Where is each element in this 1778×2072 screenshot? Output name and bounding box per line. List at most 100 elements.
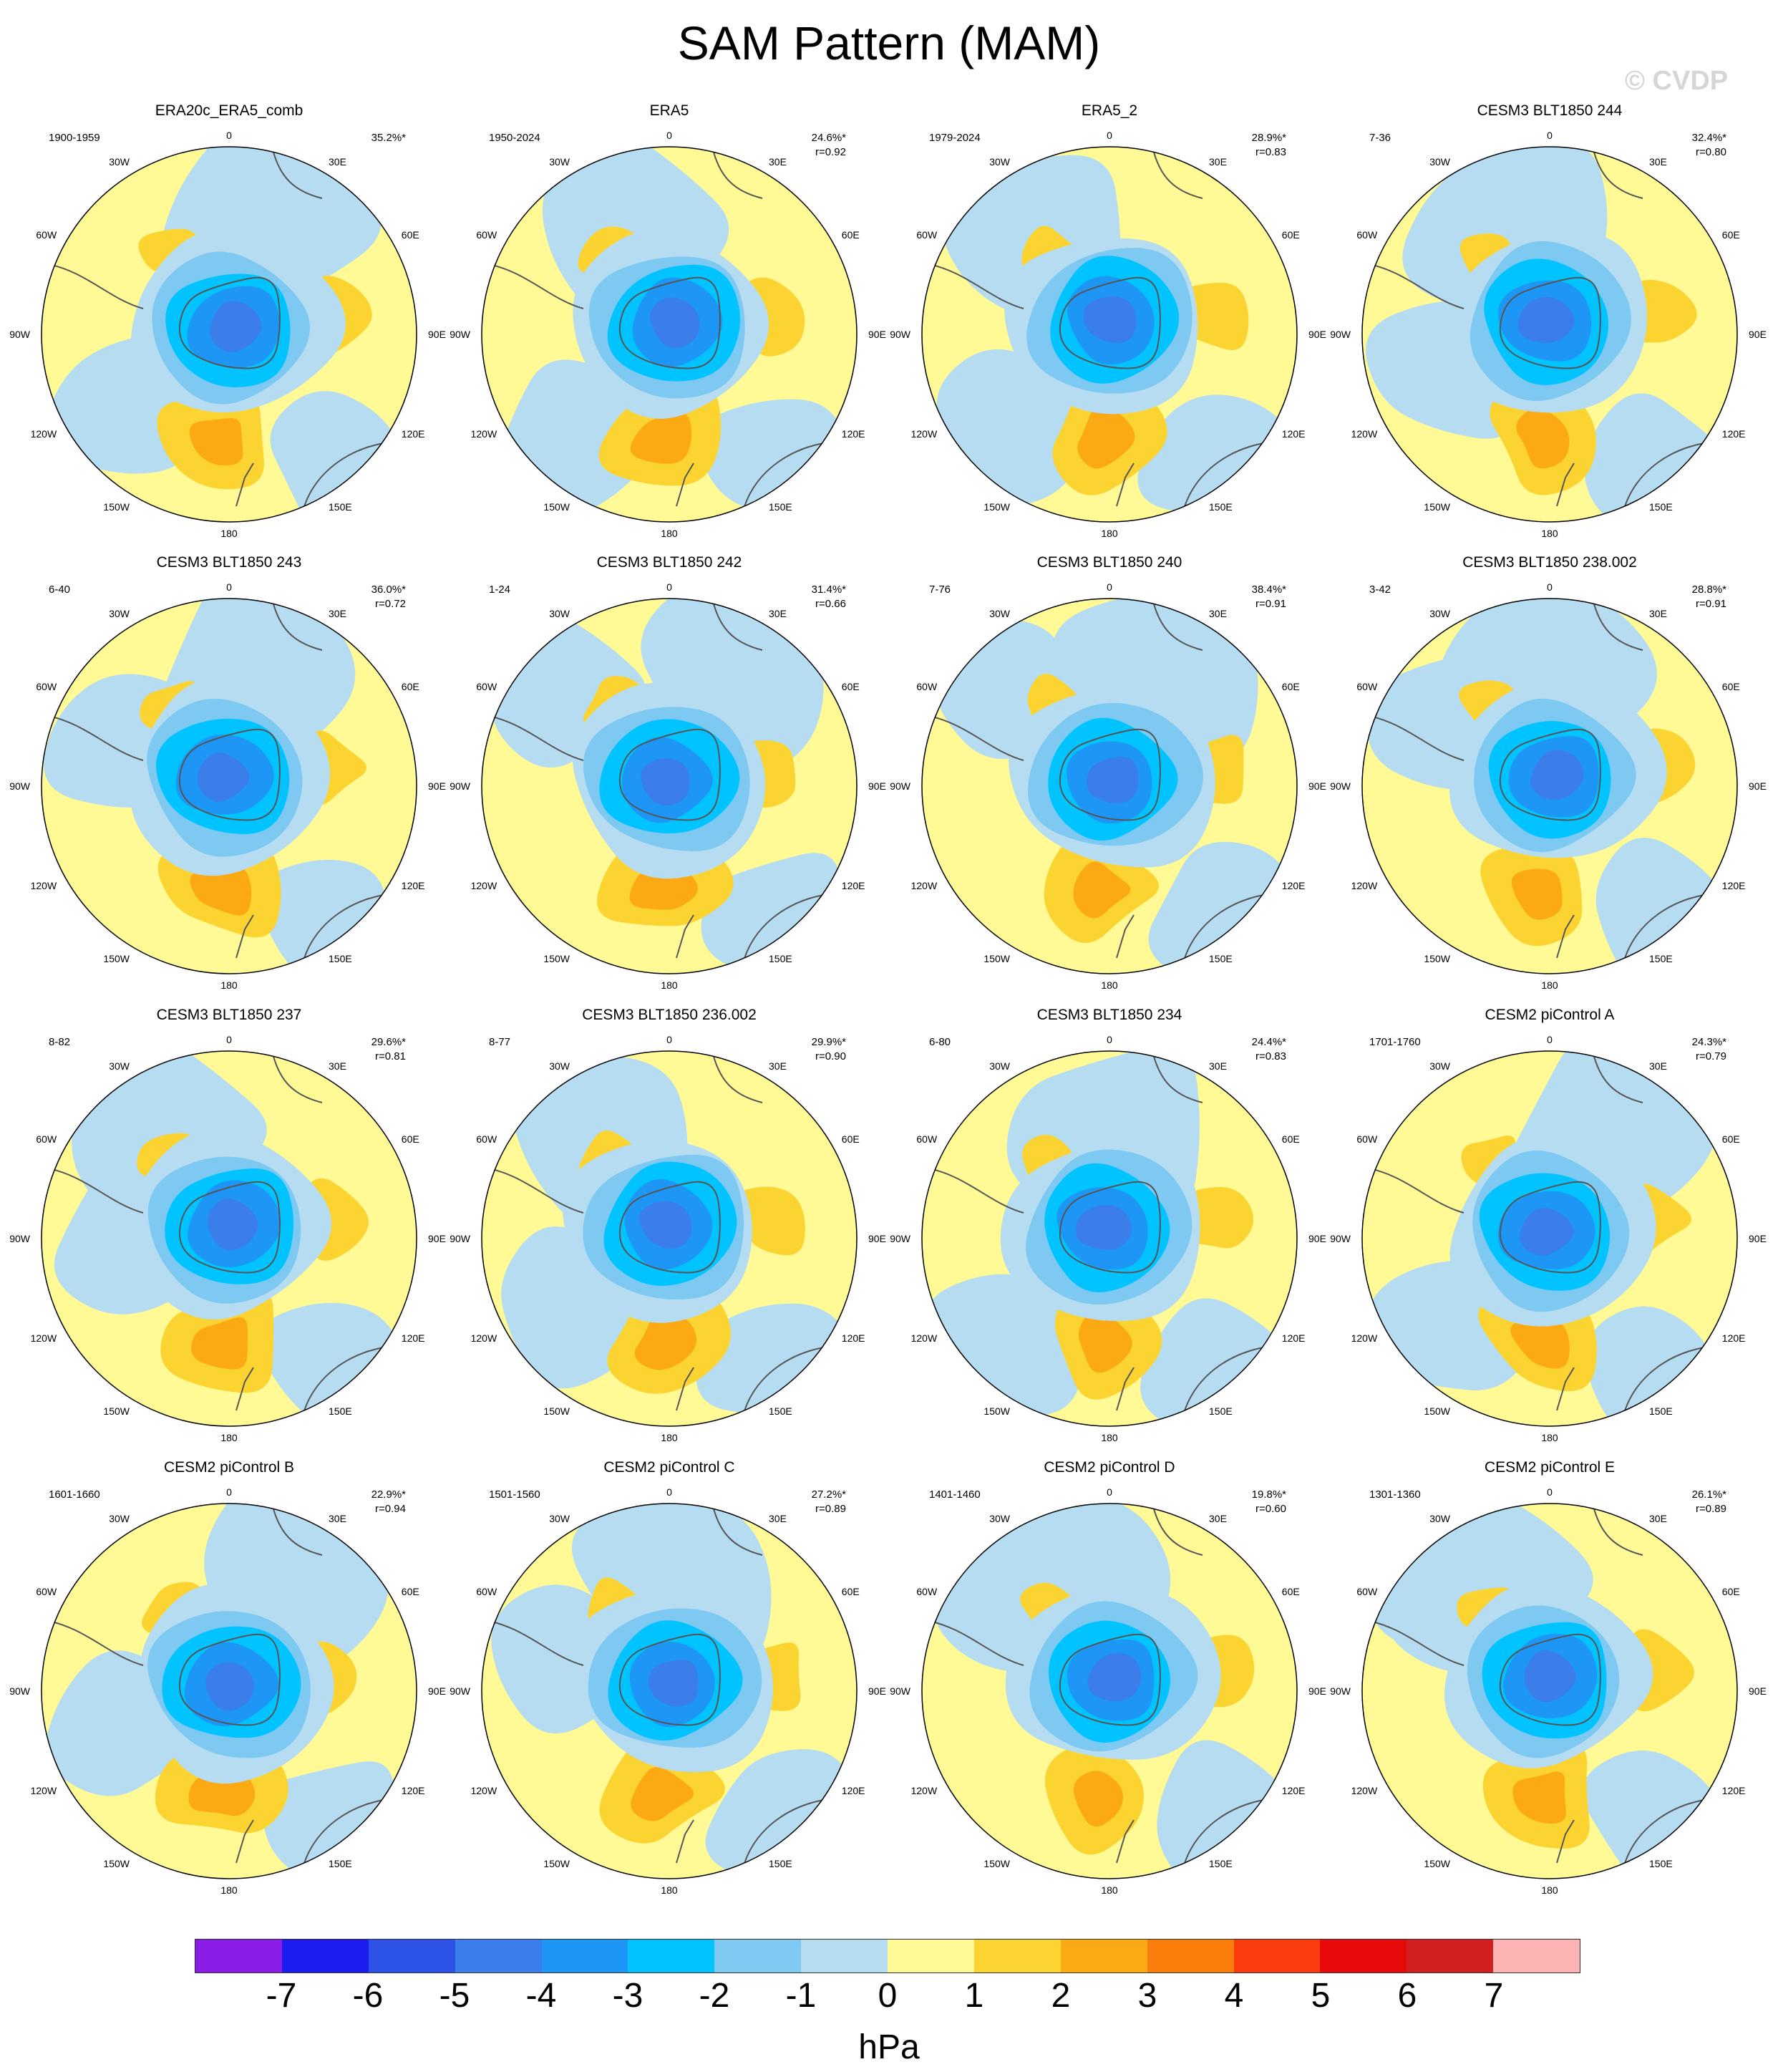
longitude-label: 60E: [842, 1586, 860, 1597]
longitude-label: 120E: [1722, 428, 1746, 440]
longitude-label: 90E: [428, 780, 446, 792]
panel-variance-explained: 32.4%*: [1692, 132, 1727, 144]
longitude-label: 180: [661, 1432, 678, 1443]
longitude-label: 30W: [1429, 156, 1451, 168]
longitude-label: 30W: [549, 156, 570, 168]
longitude-label: 30W: [1429, 608, 1451, 619]
panel-variance-explained: 28.9%*: [1252, 132, 1287, 144]
positive-anomaly-region: [1073, 1771, 1124, 1827]
longitude-label: 0: [1107, 1486, 1112, 1498]
central-negative-anomaly: [648, 1660, 699, 1707]
map-border: [921, 598, 1298, 974]
longitude-label: 30W: [109, 1513, 130, 1524]
longitude-label: 90E: [1749, 329, 1767, 340]
longitude-label: 90W: [450, 780, 471, 792]
longitude-label: 30E: [329, 1513, 346, 1524]
longitude-label: 30E: [1209, 608, 1227, 619]
map-panel: 0 30E 60E 90E 120E 150E 180 150W 120W 90W 60W 30W CE…: [9, 1459, 446, 1896]
positive-anomaly-region: [190, 864, 252, 916]
positive-anomaly-region: [1079, 1310, 1132, 1373]
longitude-label: 150W: [103, 501, 130, 513]
longitude-label: 90W: [9, 1685, 31, 1697]
longitude-label: 60W: [916, 1586, 938, 1597]
longitude-label: 120E: [842, 428, 865, 440]
longitude-label: 90W: [450, 1685, 471, 1697]
panel-years: 1701-1760: [1369, 1036, 1421, 1048]
panel-pattern-correlation: r=0.72: [375, 598, 406, 610]
longitude-label: 30E: [1649, 608, 1667, 619]
panel-title: ERA20c_ERA5_comb: [155, 102, 303, 119]
map-panel: 0 30E 60E 90E 120E 150E 180 150W 120W 90W 60W 30W CE…: [1330, 1459, 1767, 1896]
central-negative-anomaly: [1524, 1650, 1576, 1702]
longitude-label: 150W: [1424, 1405, 1450, 1417]
new-zealand-coastline: [1556, 463, 1575, 507]
longitude-label: 60W: [916, 681, 938, 692]
colorbar-tick-label: 0: [878, 1977, 898, 2015]
colorbar-cell: [281, 1940, 369, 1972]
longitude-label: 150E: [1209, 1858, 1233, 1869]
longitude-label: 120W: [31, 880, 57, 891]
positive-anomaly-region: [1073, 861, 1131, 919]
central-negative-anomaly: [1520, 1207, 1574, 1256]
longitude-label: 120W: [911, 880, 938, 891]
south-america-coastline: [42, 1166, 144, 1214]
longitude-label: 30W: [1429, 1060, 1451, 1072]
map-border: [41, 1050, 417, 1427]
africa-coastline: [271, 599, 323, 651]
longitude-label: 150E: [769, 1858, 792, 1869]
longitude-label: 90E: [428, 329, 446, 340]
positive-anomaly-region: [631, 1766, 694, 1821]
longitude-label: 180: [661, 528, 678, 539]
africa-coastline: [1152, 1504, 1203, 1556]
new-zealand-coastline: [235, 463, 254, 507]
longitude-label: 150W: [103, 953, 130, 964]
map-panel: 0 30E 60E 90E 120E 150E 180 150W 120W 90W 60W 30W CE…: [890, 1459, 1326, 1896]
panel-variance-explained: 31.4%*: [812, 584, 847, 596]
new-zealand-coastline: [1116, 1367, 1135, 1411]
map-border: [1361, 1050, 1738, 1427]
longitude-label: 150E: [1649, 501, 1673, 513]
longitude-label: 120W: [1351, 428, 1378, 440]
panel-variance-explained: 36.0%*: [371, 584, 407, 596]
panel-pattern-correlation: r=0.66: [815, 598, 846, 610]
longitude-label: 150E: [1649, 953, 1673, 964]
longitude-label: 90E: [1749, 1233, 1767, 1244]
longitude-label: 0: [1107, 1034, 1112, 1045]
longitude-label: 120E: [402, 1785, 425, 1796]
new-zealand-coastline: [235, 1819, 254, 1864]
map-border: [481, 1503, 858, 1879]
panel-pattern-correlation: r=0.80: [1696, 146, 1726, 158]
central-negative-anomaly: [210, 301, 262, 352]
longitude-label: 120W: [471, 880, 497, 891]
panel-years: 1401-1460: [929, 1488, 981, 1501]
longitude-label: 180: [220, 528, 238, 539]
antarctica-coastline: [178, 276, 281, 369]
longitude-label: 90E: [1749, 1685, 1767, 1697]
panel-pattern-correlation: r=0.83: [1255, 1050, 1286, 1062]
longitude-label: 120W: [31, 428, 57, 440]
longitude-label: 0: [666, 1486, 672, 1498]
colorbar-tick-label: 5: [1311, 1977, 1331, 2015]
longitude-label: 150E: [769, 1405, 792, 1417]
africa-coastline: [711, 599, 763, 651]
map-border: [921, 146, 1298, 523]
longitude-label: 90E: [1308, 329, 1326, 340]
colorbar-tick-label: -7: [266, 1977, 297, 2015]
watermark: © CVDP: [1625, 66, 1729, 96]
longitude-label: 30W: [549, 1060, 570, 1072]
longitude-label: 60E: [402, 229, 419, 241]
south-america-coastline: [482, 262, 584, 309]
africa-coastline: [271, 1504, 323, 1556]
longitude-label: 120E: [402, 1332, 425, 1344]
central-negative-anomaly: [208, 1198, 258, 1251]
map-panel: 0 30E 60E 90E 120E 150E 180 150W 120W 90W 60W 30W CE…: [450, 1007, 886, 1443]
longitude-label: 120W: [1351, 880, 1378, 891]
longitude-label: 60W: [1356, 1586, 1378, 1597]
longitude-label: 90W: [890, 780, 911, 792]
longitude-label: 30E: [1209, 1513, 1227, 1524]
map-panel: 0 30E 60E 90E 120E 150E 180 150W 120W 90W 60W 30W CE…: [890, 554, 1326, 991]
map-panel: 0 30E 60E 90E 120E 150E 180 150W 120W 90W 60W 30W ER…: [890, 102, 1326, 539]
map-panel: 0 30E 60E 90E 120E 150E 180 150W 120W 90W 60W 30W CE…: [9, 1007, 446, 1443]
longitude-label: 150W: [983, 1858, 1010, 1869]
colorbar-cell: [541, 1940, 628, 1972]
